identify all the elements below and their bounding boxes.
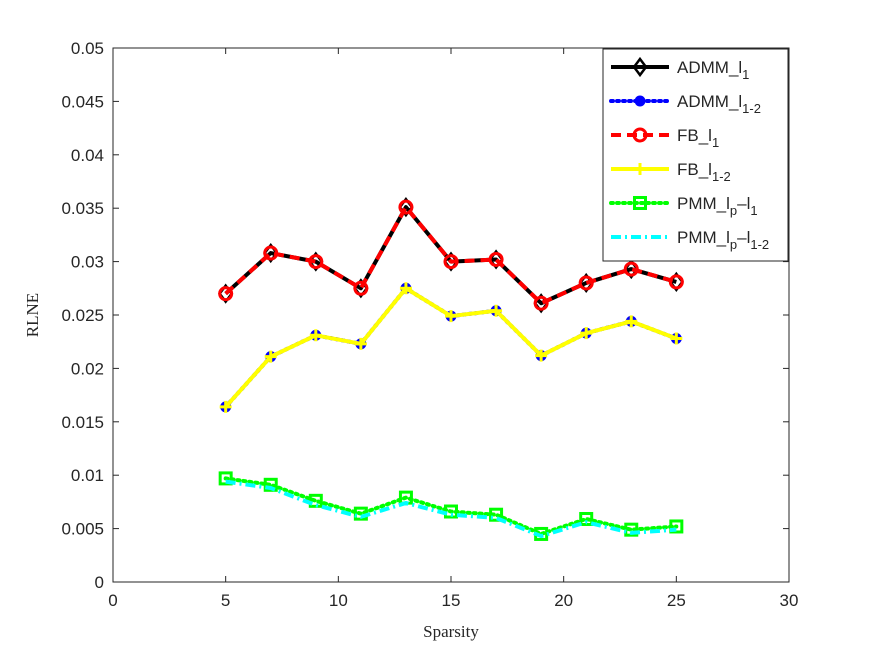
y-tick-label: 0.04 <box>71 146 104 165</box>
legend: ADMM_l1ADMM_l1-2FB_l1FB_l1-2PMM_lp–l1PMM… <box>602 48 789 262</box>
x-tick-label: 5 <box>221 591 230 610</box>
legend-label: PMM_lp–l1 <box>677 194 758 218</box>
data-point <box>488 251 504 267</box>
data-point <box>535 349 548 362</box>
legend-label-main: PMM_l <box>677 228 730 247</box>
y-tick-label: 0.02 <box>71 359 104 378</box>
data-point <box>625 315 638 328</box>
series-line <box>224 205 677 306</box>
legend-label-subscript: p <box>730 203 737 218</box>
x-tick-label: 25 <box>667 591 686 610</box>
y-tick-label: 0.045 <box>61 92 104 111</box>
legend-label-subscript: 1-2 <box>712 169 731 184</box>
y-tick-label: 0.025 <box>61 306 104 325</box>
x-tick-label: 15 <box>442 591 461 610</box>
legend-label-subscript-2: 1-2 <box>750 237 769 252</box>
legend-item: ADMM_l1-2 <box>609 92 761 116</box>
data-point <box>398 199 414 215</box>
legend-item: FB_l1 <box>611 126 719 150</box>
data-point <box>309 329 322 342</box>
legend-label-main: FB_l <box>677 126 712 145</box>
data-point <box>399 282 412 295</box>
legend-label-mid: –l <box>737 228 750 247</box>
legend-marker <box>633 196 647 210</box>
data-point <box>490 304 503 317</box>
series-line <box>225 479 677 539</box>
data-point <box>219 400 232 413</box>
x-axis-label: Sparsity <box>423 622 479 641</box>
x-tick-label: 30 <box>780 591 799 610</box>
data-point <box>669 519 684 534</box>
legend-marker <box>632 127 648 143</box>
legend-marker <box>632 56 648 78</box>
series-3 <box>219 282 683 413</box>
x-tick-label: 10 <box>329 591 348 610</box>
data-point <box>263 477 278 492</box>
data-point <box>445 310 457 323</box>
x-tick-label: 20 <box>554 591 573 610</box>
data-point <box>264 350 277 363</box>
data-point <box>668 274 684 290</box>
data-point <box>623 261 639 277</box>
y-tick-label: 0.03 <box>71 253 104 272</box>
legend-label-subscript-2: 1 <box>750 203 757 218</box>
data-point <box>670 332 683 345</box>
legend-label: ADMM_l1 <box>677 58 749 82</box>
series-line <box>223 476 679 536</box>
y-tick-label: 0 <box>95 573 104 592</box>
y-axis-label: RLNE <box>23 293 42 337</box>
legend-item: PMM_lp–l1-2 <box>611 228 769 252</box>
legend-label-subscript: 1-2 <box>742 101 761 116</box>
y-tick-label: 0.035 <box>61 199 104 218</box>
legend-marker <box>634 95 646 107</box>
data-point <box>218 471 233 486</box>
legend-label-main: PMM_l <box>677 194 730 213</box>
legend-item: FB_l1-2 <box>611 160 731 184</box>
tick-labels: 0 5 10 15 20 25 30 0 0.005 0.01 0.015 0.02 0.025 0.03… <box>61 39 798 610</box>
y-tick-label: 0.005 <box>61 520 104 539</box>
data-point <box>533 295 549 311</box>
legend-label-main: ADMM_l <box>677 92 742 111</box>
data-point <box>579 511 594 526</box>
data-point <box>308 254 324 270</box>
legend-label: FB_l1-2 <box>677 160 731 184</box>
data-point <box>578 275 594 291</box>
legend-label: FB_l1 <box>677 126 719 150</box>
legend-label-main: FB_l <box>677 160 712 179</box>
legend-item: ADMM_l1 <box>611 56 749 82</box>
data-point <box>489 507 504 522</box>
y-tick-label: 0.01 <box>71 466 104 485</box>
series-5 <box>225 479 677 539</box>
legend-label-subscript: 1 <box>712 135 719 150</box>
x-tick-label: 0 <box>108 591 117 610</box>
data-point <box>353 280 369 296</box>
legend-item: PMM_lp–l1 <box>609 194 758 218</box>
legend-label-mid: –l <box>737 194 750 213</box>
legend-box <box>602 48 789 262</box>
legend-label: ADMM_l1-2 <box>677 92 761 116</box>
legend-marker <box>634 163 646 175</box>
legend-label-subscript: p <box>730 237 737 252</box>
y-tick-label: 0.015 <box>61 413 104 432</box>
y-tick-label: 0.05 <box>71 39 104 58</box>
plot-frame <box>112 47 790 583</box>
series-2 <box>218 199 684 311</box>
legend-label-main: ADMM_l <box>677 58 742 77</box>
data-point <box>218 286 234 302</box>
series-layer <box>218 197 684 541</box>
data-point <box>443 254 459 270</box>
data-point <box>354 337 367 350</box>
data-point <box>263 245 279 261</box>
data-point <box>580 327 593 340</box>
legend-label-subscript: 1 <box>742 67 749 82</box>
legend-label: PMM_lp–l1-2 <box>677 228 769 252</box>
